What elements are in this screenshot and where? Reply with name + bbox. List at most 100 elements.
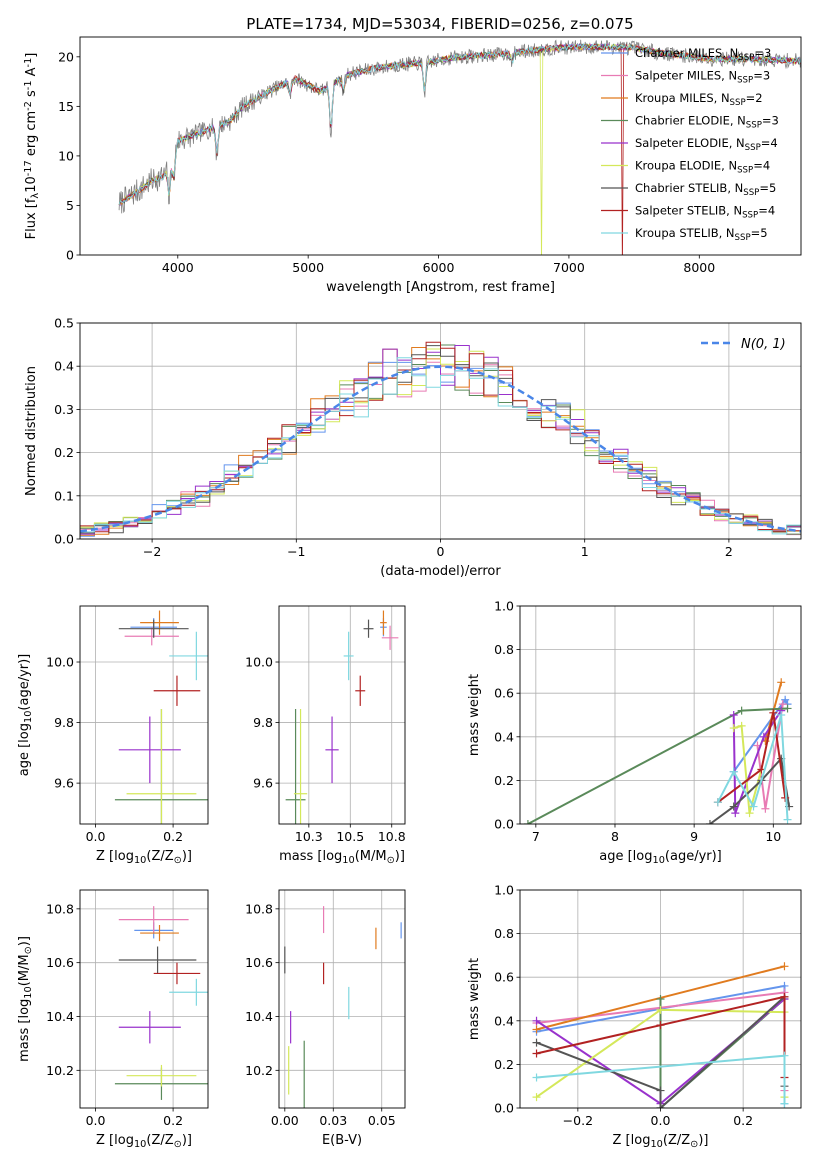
mass-weight-marker: [656, 995, 665, 1003]
y-tick-label: 10.4: [46, 1009, 74, 1024]
x-tick-label: 0.2: [733, 1113, 753, 1128]
Z-weight-axes: −0.2 0.0 0.2 0.0 0.2 0.4 0.6 0.8 1.0 Z [log10(Z/Z…: [467, 883, 802, 1150]
EBV-mass-ticks: 0.00 0.03 0.05 10.2 10.4 10.6 10.8: [245, 901, 396, 1128]
errorbar-point: [118, 946, 197, 974]
errorbar-point: [285, 708, 306, 824]
y-tick-label: 0.4: [494, 729, 514, 744]
Z-mass-ylabel: mass [log10(M/M⊙)]: [17, 936, 34, 1062]
mass-weight-marker: [523, 820, 532, 824]
x-tick-label: 2: [725, 544, 733, 559]
y-tick-label: 10.6: [46, 955, 74, 970]
mass-weight-marker: [731, 809, 740, 818]
x-tick-label: 7: [532, 829, 540, 844]
x-tick-label: 8000: [683, 260, 715, 275]
mass-weight-marker: [656, 1005, 665, 1014]
mass-weight-marker: [656, 1104, 665, 1108]
EBV-mass-grid: [279, 890, 405, 1108]
errorbar-point: [140, 610, 179, 635]
y-tick-label: 0.5: [54, 316, 74, 331]
errorbar-point: [169, 631, 208, 681]
spectrum-xlabel: wavelength [Angstrom, rest frame]: [326, 280, 555, 295]
x-tick-label: 9: [690, 829, 698, 844]
residuals-ylabel: Normed distribution: [24, 366, 39, 496]
age-weight-axes: 7 8 9 10 0.0 0.2 0.4 0.6 0.8 1.0 age [log10(age/yr…: [467, 599, 802, 866]
mass-weight-line: [659, 998, 786, 1108]
Z-age-ticks: 0.0 0.2 9.6 9.8 10.0: [46, 655, 183, 844]
residuals-plot-area: [80, 341, 801, 539]
mass-weight-line: [536, 995, 786, 1078]
errorbar-point: [169, 978, 208, 1006]
y-tick-label: 10.2: [245, 1063, 273, 1078]
Z-mass-grid: [80, 890, 208, 1108]
x-tick-label: 0.03: [319, 1113, 347, 1128]
x-tick-label: 0.0: [86, 1113, 106, 1128]
mass-weight-marker: [532, 1073, 541, 1082]
x-tick-label: 5000: [292, 260, 324, 275]
x-tick-label: 0.0: [86, 829, 106, 844]
y-tick-label: 10.2: [46, 1063, 74, 1078]
mass-weight-marker: [783, 815, 792, 824]
x-tick-label: −2: [143, 544, 161, 559]
model-spectrum-line: [118, 43, 801, 255]
mass-weight-marker: [656, 1021, 665, 1030]
Z-weight-ylabel: mass weight: [467, 958, 482, 1040]
Z-age-ylabel: age [log10(age/yr)]: [17, 654, 34, 777]
y-tick-label: 10.6: [245, 955, 273, 970]
x-tick-label: 10: [765, 829, 781, 844]
errorbar-point: [126, 1064, 197, 1087]
errorbar-point: [124, 627, 179, 646]
EBV-mass-plot-area: [284, 906, 402, 1108]
mass-weight-marker: [780, 1051, 789, 1060]
errorbar-point: [325, 716, 339, 784]
mass-weight-marker: [745, 809, 754, 818]
x-tick-label: 0: [437, 544, 445, 559]
model-spectrum-line: [118, 42, 801, 205]
Z-age-grid: [80, 606, 208, 824]
errorbar-point: [293, 708, 308, 824]
errorbar-point: [126, 708, 197, 824]
x-tick-label: 0.2: [163, 829, 183, 844]
x-tick-label: 0.05: [368, 1113, 396, 1128]
Z-age-frame-group: [79, 605, 209, 825]
errorbar-point: [381, 625, 399, 650]
Z-weight-xlabel: Z [log10(Z/Z⊙)]: [613, 1133, 709, 1150]
mass-weight-marker: [737, 721, 746, 730]
x-tick-label: −1: [287, 544, 305, 559]
legend-entry: N(0, 1): [741, 337, 786, 352]
y-tick-label: 0.2: [494, 1057, 514, 1072]
y-tick-label: 0.4: [494, 1013, 514, 1028]
mass-weight-marker: [532, 1016, 541, 1025]
mass-weight-marker: [532, 1025, 541, 1034]
Z-age-axes: 0.0 0.2 9.6 9.8 10.0 Z [log10(Z/Z⊙)] age [log1…: [17, 605, 209, 866]
mass-weight-marker: [781, 695, 790, 704]
Z-mass-xlabel: Z [log10(Z/Z⊙)]: [96, 1133, 192, 1150]
mass-age-grid: [279, 606, 405, 824]
mass-weight-marker: [777, 678, 786, 687]
mass-age-axes: 10.3 10.5 10.8 9.6 9.8 10.0 mass [log10(M/M⊙)]: [245, 605, 406, 866]
mass-weight-marker: [761, 804, 770, 813]
spectrum-frame-group: [79, 36, 802, 256]
y-tick-label: 0.2: [494, 773, 514, 788]
Z-weight-ticks: −0.2 0.0 0.2 0.0 0.2 0.4 0.6 0.8 1.0: [494, 883, 753, 1129]
EBV-mass-xlabel: E(B-V): [322, 1133, 362, 1148]
age-weight-xlabel: age [log10(age/yr)]: [599, 849, 722, 866]
mass-weight-line: [733, 724, 763, 814]
spectrum-frame: [79, 36, 802, 256]
mass-weight-marker: [778, 700, 787, 709]
errorbar-point: [363, 619, 374, 638]
legend-entry: Salpeter ELODIE, NSSP=4: [635, 136, 778, 153]
y-tick-label: 9.8: [54, 715, 74, 730]
residuals-ticks: −2 −1 0 1 2 0.0 0.1 0.2 0.3 0.4 0.5: [54, 316, 733, 560]
x-tick-label: 0.00: [271, 1113, 299, 1128]
y-tick-label: 15: [58, 99, 74, 114]
mass-age-xlabel: mass [log10(M/M⊙)]: [279, 849, 405, 866]
residuals-legend: N(0, 1): [701, 337, 786, 352]
mass-weight-marker: [729, 711, 738, 719]
age-weight-frame: [519, 605, 802, 825]
errorbar-point: [343, 631, 354, 681]
y-tick-label: 0.0: [494, 1101, 514, 1116]
x-tick-label: 8: [611, 829, 619, 844]
y-tick-label: 9.6: [253, 776, 273, 791]
x-tick-label: 10.5: [336, 829, 364, 844]
spectrum-axes: 4000 5000 6000 7000 8000 0 5 10 15 20 wavelength […: [23, 36, 802, 295]
